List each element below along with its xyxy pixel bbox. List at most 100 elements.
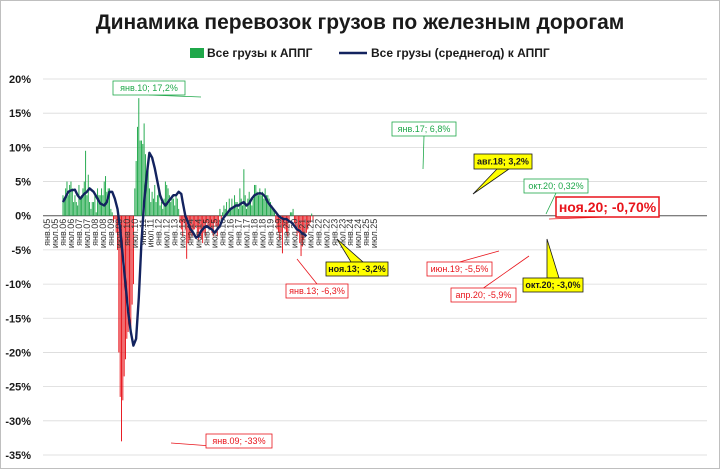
bar (226, 202, 228, 216)
bar (288, 215, 290, 223)
bar (85, 150, 87, 216)
bar (109, 188, 111, 216)
bar (160, 202, 162, 216)
y-tick-label: -10% (5, 279, 31, 291)
bar (138, 98, 140, 216)
bar (114, 215, 116, 220)
bar (172, 198, 174, 216)
x-tick-label: июл.21 (305, 219, 315, 248)
bar (140, 140, 142, 216)
x-tick-label: янв.15 (202, 219, 212, 246)
line-series (61, 151, 308, 347)
bar (196, 215, 198, 237)
x-tick-label: июл.23 (337, 219, 347, 248)
x-tick-label: янв.13 (170, 219, 180, 246)
bar (277, 215, 279, 233)
bar (191, 215, 193, 237)
bar (67, 195, 69, 216)
y-tick-label: -35% (5, 450, 31, 462)
bar (179, 215, 181, 223)
bar (93, 202, 95, 216)
bar (122, 215, 124, 401)
bar (82, 188, 84, 216)
bar (91, 202, 93, 216)
annotation-callout: янв.13; -6,3% (285, 258, 349, 299)
bar (182, 215, 184, 237)
bar (178, 208, 180, 216)
bar (155, 202, 157, 216)
x-tick-label: июл.19 (273, 219, 283, 248)
bar (147, 167, 149, 216)
callout-text: ноя.20; -0,70% (559, 199, 657, 215)
bar (87, 174, 89, 216)
bar (86, 195, 88, 216)
bar (250, 202, 251, 216)
bar (113, 215, 114, 223)
bar (110, 208, 112, 216)
bar (220, 215, 222, 220)
bar (166, 184, 168, 216)
bar (162, 208, 164, 216)
bar (307, 215, 309, 230)
bar (151, 191, 153, 216)
bar (292, 208, 294, 216)
bar (187, 215, 189, 244)
x-tick-label: июл.13 (178, 219, 188, 248)
x-tick-label: июл.25 (369, 219, 379, 248)
bar (199, 215, 201, 230)
y-tick-label: -20% (5, 347, 31, 359)
bar (136, 126, 138, 216)
bar (186, 215, 188, 259)
bar (246, 208, 247, 216)
bar (190, 215, 192, 233)
bar (170, 202, 172, 216)
bar (224, 208, 226, 216)
bar (293, 215, 295, 223)
bar (271, 205, 273, 216)
x-tick-label: июл.22 (321, 219, 331, 248)
callout-text: окт.20; 0,32% (528, 181, 583, 191)
x-tick-label: янв.12 (154, 219, 164, 246)
bar (295, 215, 297, 230)
y-tick-label: -30% (5, 416, 31, 428)
bar (198, 215, 200, 240)
bar (152, 198, 154, 216)
legend-swatch-bars (190, 48, 204, 58)
bar (308, 215, 310, 226)
x-tick-label: июл.11 (146, 219, 156, 248)
x-tick-label: янв.05 (42, 219, 52, 246)
annotation-callout: окт.20; -3,0% (522, 238, 584, 293)
x-tick-label: июл.10 (130, 219, 140, 248)
bar (212, 215, 214, 237)
legend-label-bars: Все грузы к АППГ (207, 46, 313, 60)
x-tick-label: июл.24 (353, 219, 363, 248)
bar (156, 195, 158, 216)
bar (159, 205, 161, 216)
y-axis-ticks: 20% 15% 10% 5% 0% -5% -10% -15% -20% -25% -30% -35% (5, 74, 31, 462)
bar (95, 212, 97, 216)
bar (134, 188, 136, 216)
bar (89, 202, 91, 216)
bar-series (62, 98, 314, 442)
annotation-callout: янв.10; 17,2% (112, 80, 202, 98)
x-axis-ticks: янв.05июл.05янв.06июл.06янв.07июл.07янв.… (42, 219, 379, 248)
bar (206, 215, 208, 223)
annotation-callout: янв.09; -33% (170, 433, 273, 449)
bar (232, 208, 234, 216)
bar (79, 198, 81, 216)
callout-leader (545, 192, 557, 215)
x-tick-label: янв.16 (218, 219, 228, 246)
bar (73, 202, 75, 216)
x-tick-label: янв.14 (186, 219, 196, 246)
bar (176, 198, 178, 216)
bar (123, 215, 125, 377)
bar (66, 181, 68, 216)
bar (262, 191, 263, 216)
bar (103, 181, 105, 216)
bar (301, 215, 303, 247)
annotation-callout: окт.20; 0,32% (523, 178, 589, 215)
callout-leader (483, 255, 530, 289)
x-tick-label: июл.08 (98, 219, 108, 248)
bar (255, 184, 257, 216)
annotation-callout: ноя.13; -3,2% (325, 238, 389, 277)
